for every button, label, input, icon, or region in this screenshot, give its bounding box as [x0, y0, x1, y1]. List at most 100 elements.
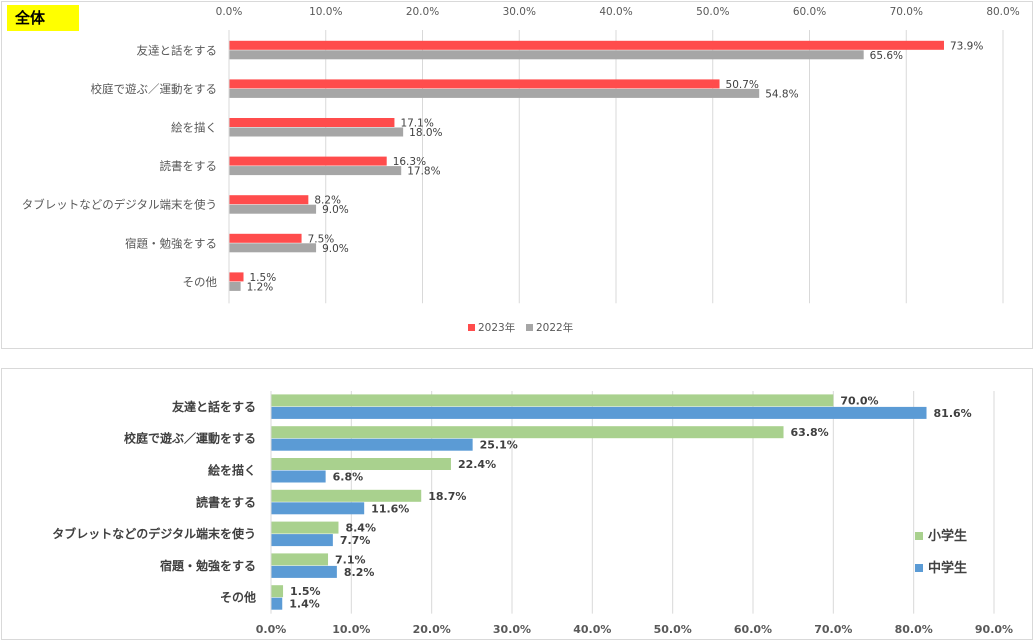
- overall-badge: 全体: [7, 5, 79, 31]
- category-label: 宿題・勉強をする: [160, 558, 256, 573]
- x-tick-label: 50.0%: [696, 6, 729, 18]
- bar-1: [271, 438, 473, 451]
- data-label: 65.6%: [870, 50, 903, 62]
- category-label: その他: [220, 590, 256, 605]
- x-tick-label: 10.0%: [309, 6, 342, 18]
- category-label: 友達と話をする: [137, 43, 218, 57]
- data-label: 7.1%: [335, 553, 366, 566]
- category-label: 校庭で遊ぶ／運動をする: [91, 82, 218, 96]
- bar-0: [271, 521, 339, 534]
- x-tick-label: 60.0%: [793, 6, 826, 18]
- x-tick-label: 10.0%: [332, 623, 370, 636]
- data-label: 1.5%: [290, 585, 321, 598]
- bar-0: [271, 426, 784, 439]
- x-tick-label: 20.0%: [406, 6, 439, 18]
- data-label: 11.6%: [371, 502, 409, 515]
- category-label: その他: [183, 275, 218, 289]
- bar-0: [271, 489, 422, 502]
- bar-0: [229, 118, 395, 127]
- data-label: 25.1%: [480, 439, 518, 452]
- data-label: 1.4%: [289, 598, 320, 611]
- data-label: 8.2%: [314, 195, 341, 207]
- data-label: 73.9%: [950, 40, 983, 52]
- data-label: 17.1%: [400, 118, 433, 130]
- category-label: 絵を描く: [208, 463, 256, 478]
- data-label: 54.8%: [765, 88, 798, 100]
- bar-1: [271, 597, 283, 610]
- data-label: 9.0%: [322, 204, 349, 216]
- bar-0: [271, 394, 834, 407]
- legend-swatch: [468, 324, 475, 331]
- bar-1: [229, 127, 404, 137]
- bar-1: [229, 88, 760, 98]
- x-tick-label: 30.0%: [503, 6, 536, 18]
- data-label: 50.7%: [726, 79, 759, 91]
- bar-1: [271, 406, 927, 419]
- bar-0: [271, 585, 284, 598]
- legend-swatch: [915, 564, 923, 572]
- bar-0: [271, 458, 451, 470]
- data-label: 70.0%: [840, 394, 878, 407]
- bar-1: [271, 502, 365, 515]
- bar-1: [229, 243, 317, 253]
- data-label: 6.8%: [333, 471, 364, 484]
- category-label: 絵を描く: [171, 121, 217, 135]
- data-label: 18.0%: [409, 127, 442, 139]
- bar-0: [271, 553, 329, 566]
- category-label: タブレットなどのデジタル端末を使う: [22, 198, 217, 212]
- category-label: 読書をする: [160, 159, 218, 173]
- x-tick-label: 70.0%: [890, 6, 923, 18]
- x-tick-label: 80.0%: [895, 623, 933, 636]
- data-label: 63.8%: [791, 426, 829, 439]
- bar-1: [229, 281, 241, 291]
- data-label: 17.8%: [407, 166, 440, 178]
- category-label: 友達と話をする: [171, 399, 256, 414]
- data-label: 9.0%: [322, 243, 349, 255]
- bar-0: [229, 272, 244, 282]
- bar-0: [229, 156, 387, 166]
- bar-1: [271, 565, 337, 578]
- data-label: 8.2%: [344, 566, 375, 579]
- legend-label: 2022年: [536, 321, 573, 334]
- x-tick-label: 90.0%: [975, 623, 1013, 636]
- x-tick-label: 40.0%: [599, 6, 632, 18]
- bar-1: [229, 50, 864, 60]
- legend-swatch: [526, 324, 533, 331]
- bar-0: [229, 195, 309, 205]
- data-label: 22.4%: [458, 458, 496, 471]
- bar-0: [229, 233, 302, 243]
- bar-1: [229, 166, 402, 176]
- category-label: 校庭で遊ぶ／運動をする: [124, 431, 256, 446]
- x-tick-label: 70.0%: [814, 623, 852, 636]
- x-tick-label: 0.0%: [216, 6, 243, 18]
- x-tick-label: 20.0%: [413, 623, 451, 636]
- legend-label: 2023年: [478, 321, 515, 334]
- bar-1: [271, 534, 333, 547]
- x-tick-label: 40.0%: [573, 623, 611, 636]
- legend-label: 中学生: [928, 560, 967, 576]
- x-tick-label: 0.0%: [256, 623, 287, 636]
- data-label: 7.7%: [340, 534, 371, 547]
- bar-1: [271, 470, 326, 483]
- x-tick-label: 60.0%: [734, 623, 772, 636]
- category-label: 宿題・勉強をする: [125, 236, 217, 250]
- data-label: 1.2%: [247, 281, 274, 293]
- data-label: 18.7%: [428, 490, 466, 503]
- x-tick-label: 50.0%: [654, 623, 692, 636]
- legend-swatch: [915, 532, 923, 540]
- data-label: 16.3%: [393, 156, 426, 168]
- category-label: タブレットなどのデジタル端末を使う: [52, 526, 256, 541]
- bar-0: [229, 79, 720, 89]
- category-label: 読書をする: [196, 494, 256, 509]
- bar-1: [229, 204, 317, 214]
- bar-0: [229, 40, 944, 50]
- x-tick-label: 80.0%: [986, 6, 1019, 18]
- data-label: 8.4%: [345, 522, 376, 535]
- data-label: 1.5%: [250, 272, 277, 284]
- data-label: 81.6%: [934, 407, 972, 420]
- x-tick-label: 30.0%: [493, 623, 531, 636]
- data-label: 7.5%: [308, 233, 335, 245]
- legend-label: 小学生: [928, 528, 967, 544]
